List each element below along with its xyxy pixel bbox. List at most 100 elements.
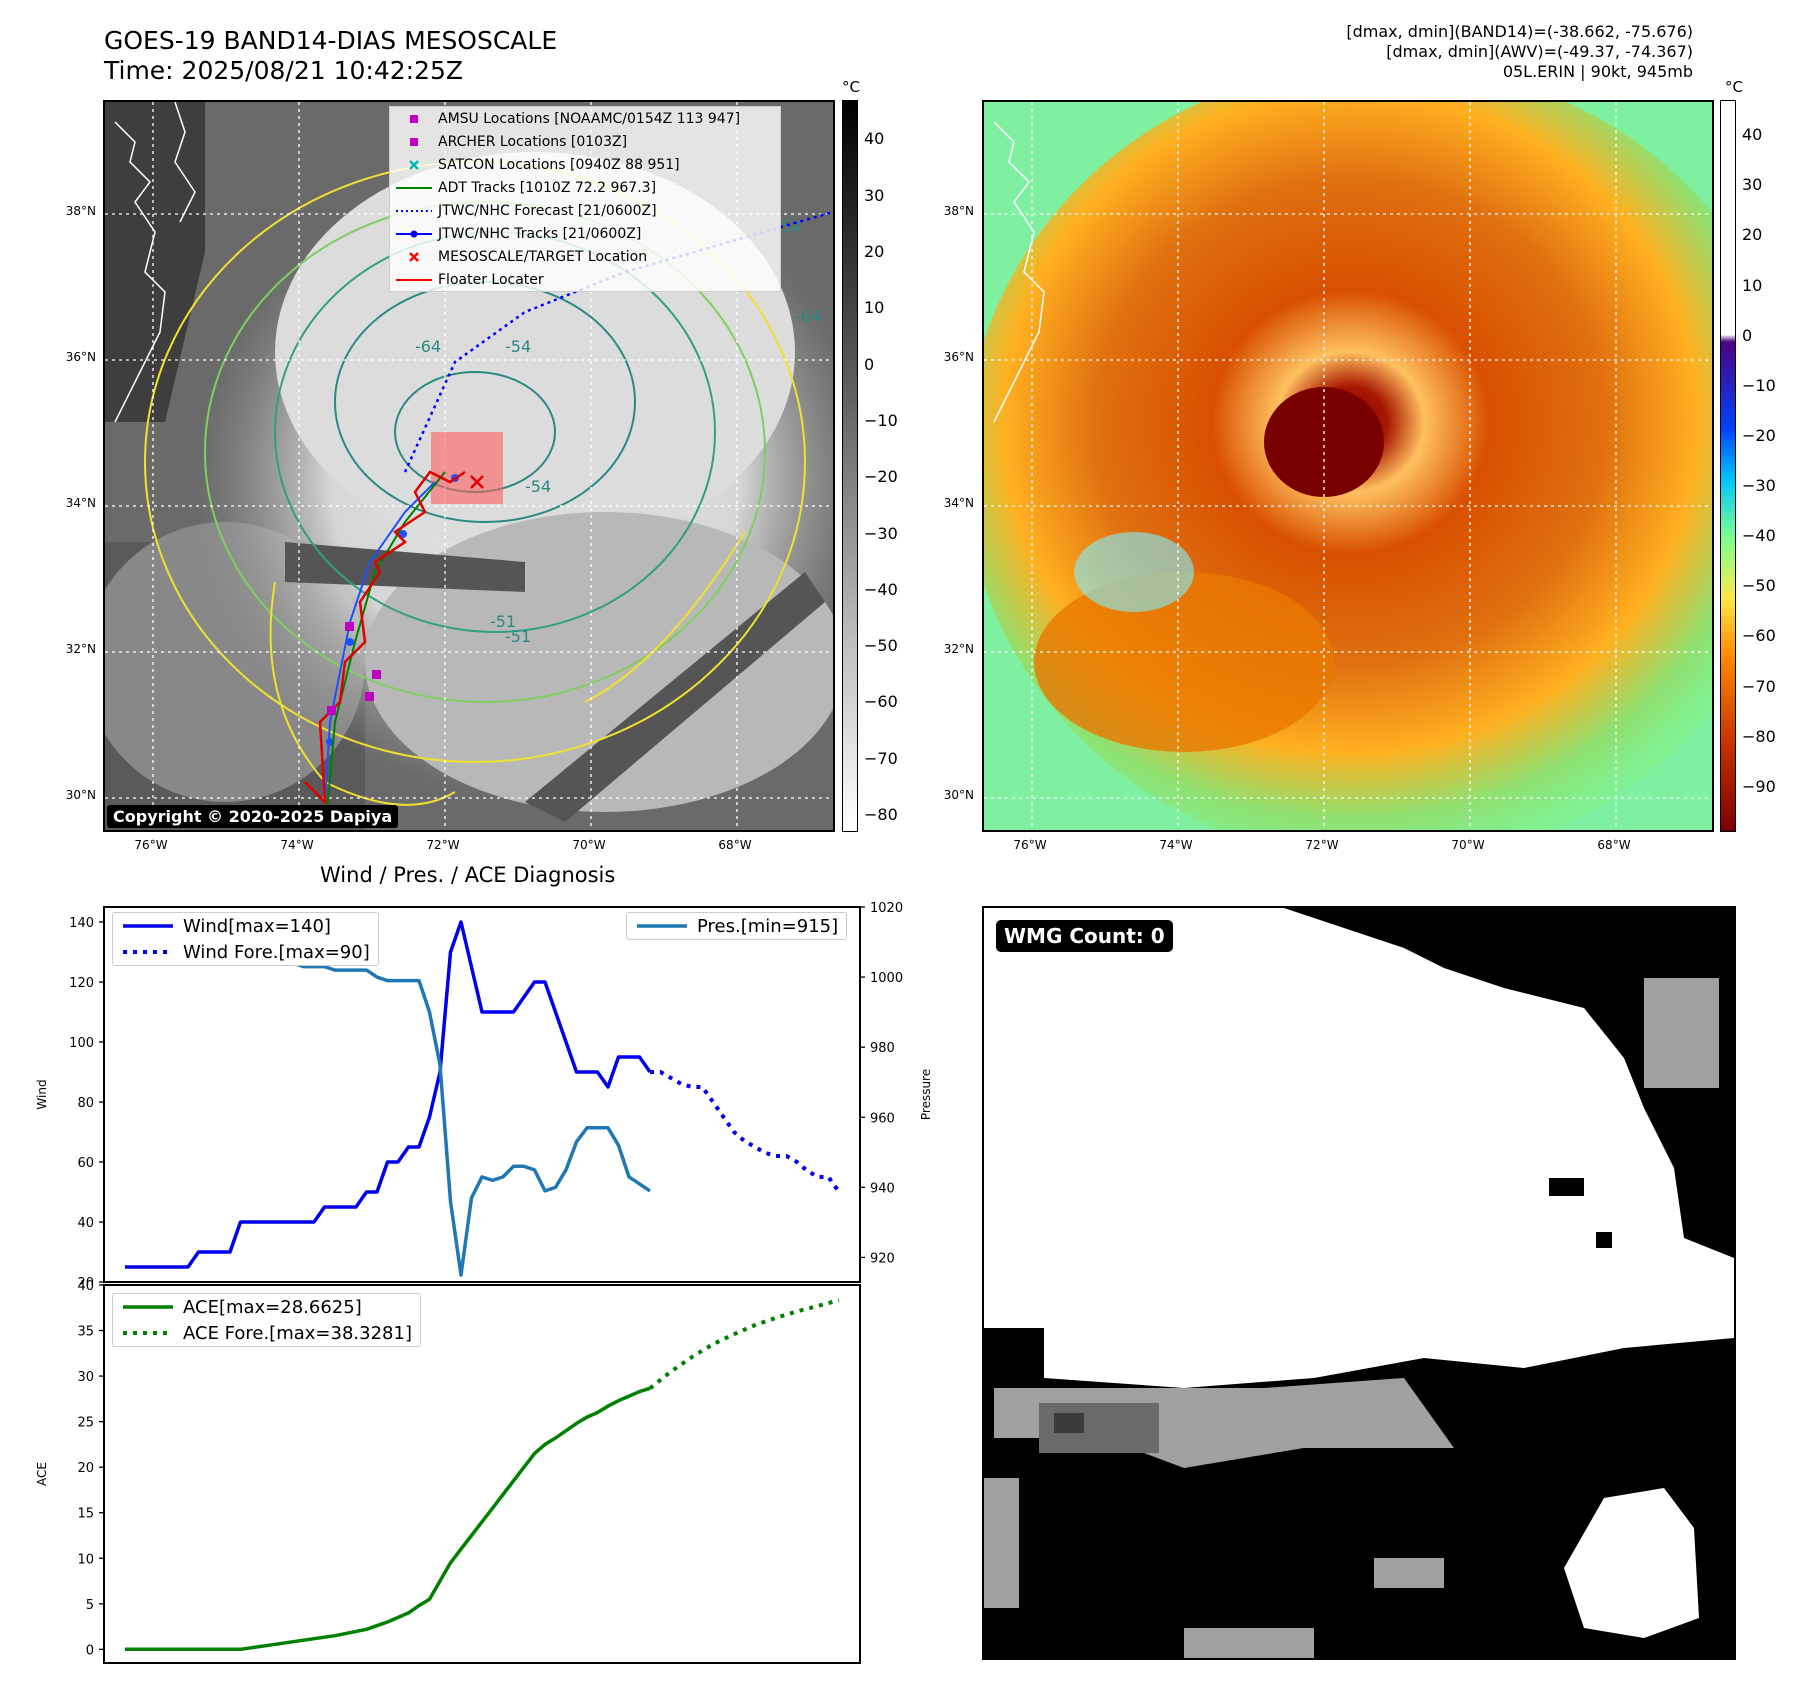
lon-label: 72°W — [426, 838, 460, 852]
contours — [144, 161, 806, 806]
y2-tick-label: 980 — [870, 1041, 895, 1056]
map-legend-item: SATCON Locations [0940Z 88 951] — [390, 153, 780, 176]
lat-label: 36°N — [65, 350, 96, 364]
colorbar-tick: −60 — [864, 692, 898, 712]
dmax-awv: [dmax, dmin](AWV)=(-49.37, -74.367) — [1386, 42, 1693, 61]
colorbar-tick: −50 — [864, 636, 898, 656]
lon-label: 70°W — [1451, 838, 1485, 852]
y-tick-label: 20 — [77, 1461, 94, 1476]
y-axis-label: ACE — [35, 1462, 49, 1486]
series-line — [125, 920, 652, 1269]
chart-legend-item: ACE Fore.[max=38.3281] — [113, 1320, 420, 1346]
legend-label: JTWC/NHC Forecast [21/0600Z] — [438, 202, 657, 219]
colorbar-tick: −70 — [864, 748, 898, 768]
lon-label: 68°W — [718, 838, 752, 852]
colorbar-tick: 20 — [864, 242, 885, 262]
map-legend-item: MESOSCALE/TARGET Location — [390, 245, 780, 268]
contour-label: -64 — [795, 307, 821, 326]
colorbar-tick: 30 — [1742, 175, 1763, 195]
series-line — [648, 1298, 840, 1390]
legend-label: Wind Fore.[max=90] — [183, 941, 370, 963]
colorbar-left — [842, 100, 858, 832]
lon-label: 76°W — [1013, 838, 1047, 852]
colorbar-tick: 30 — [864, 185, 885, 205]
contour-label: -54 — [505, 337, 531, 356]
wmg-panel: WMG Count: 0 — [982, 906, 1736, 1660]
lat-label: 38°N — [943, 204, 974, 218]
series-line — [125, 1386, 651, 1652]
colorbar-tick: −90 — [1742, 776, 1776, 796]
y-tick-label: 5 — [86, 1598, 94, 1613]
colorbar-tick: −10 — [1742, 375, 1776, 395]
amsu-archer-markers — [327, 622, 381, 715]
awv-imagery — [984, 102, 1712, 830]
map-legend-item: ARCHER Locations [0103Z] — [390, 130, 780, 153]
colorbar-tick: −30 — [864, 523, 898, 543]
colorbar-right — [1720, 100, 1736, 832]
lon-label: 74°W — [1159, 838, 1193, 852]
contour-label: -54 — [525, 477, 551, 496]
legend-label: ACE Fore.[max=38.3281] — [183, 1322, 412, 1344]
y-tick-label: 60 — [77, 1156, 94, 1171]
wind-legend: Wind[max=140] Wind Fore.[max=90] — [112, 912, 379, 966]
legend-label: ADT Tracks [1010Z 72.2 967.3] — [438, 179, 657, 196]
legend-symbol — [396, 205, 432, 217]
y-tick-label: 25 — [77, 1416, 94, 1431]
adt-track — [326, 471, 446, 813]
y-tick-label: 80 — [77, 1096, 94, 1111]
lon-label: 68°W — [1597, 838, 1631, 852]
colorbar-tick: −70 — [1742, 676, 1776, 696]
map-legend-item: JTWC/NHC Forecast [21/0600Z] — [390, 199, 780, 222]
colorbar-tick: −20 — [864, 467, 898, 487]
legend-label: MESOSCALE/TARGET Location — [438, 248, 648, 265]
target-x-marker — [470, 475, 484, 489]
colorbar-tick: −80 — [1742, 726, 1776, 746]
ace-legend: ACE[max=28.6625] ACE Fore.[max=38.3281] — [112, 1293, 421, 1347]
storm-info: 05L.ERIN | 90kt, 945mb — [1502, 62, 1693, 81]
y2-tick-label: 920 — [870, 1251, 895, 1266]
y-axis-label: Wind — [35, 1079, 49, 1109]
lat-label: 34°N — [65, 496, 96, 510]
nhc-track — [324, 481, 436, 803]
diagnosis-title: Wind / Pres. / ACE Diagnosis — [320, 863, 616, 887]
chart-title: GOES-19 BAND14-DIAS MESOSCALE — [104, 26, 558, 55]
y2-tick-label: 940 — [870, 1181, 895, 1196]
wmg-count-label: WMG Count: 0 — [996, 920, 1173, 952]
y2-tick-label: 1020 — [870, 901, 903, 916]
colorbar-tick: −20 — [1742, 425, 1776, 445]
lat-label: 36°N — [943, 350, 974, 364]
wmg-mask — [984, 908, 1734, 1658]
colorbar-tick: −40 — [864, 579, 898, 599]
lon-label: 74°W — [280, 838, 314, 852]
map-legend-item: Floater Locater — [390, 268, 780, 291]
colorbar-left-ticks: 40 30 20 10 0 −10 −20 −30 −40 −50 −60 −70 −80 — [864, 100, 924, 832]
lat-label: 38°N — [65, 204, 96, 218]
y-tick-label: 0 — [86, 1643, 94, 1658]
colorbar-right-unit: °C — [1725, 78, 1743, 96]
ir-map-panel: -54 -64 -54 -64 -54 -51 -51 AMSU Locations [N — [103, 100, 835, 832]
coastline — [114, 102, 196, 423]
legend-label: ARCHER Locations [0103Z] — [438, 133, 628, 150]
colorbar-tick: −60 — [1742, 626, 1776, 646]
map-grid-right — [984, 102, 1712, 830]
legend-symbol — [396, 136, 432, 148]
y-tick-label: 40 — [77, 1216, 94, 1231]
pressure-legend: Pres.[min=915] — [626, 912, 848, 940]
chart-legend-item: ACE[max=28.6625] — [113, 1294, 420, 1320]
colorbar-tick: 20 — [1742, 225, 1763, 245]
colorbar-tick: −50 — [1742, 576, 1776, 596]
y-tick-label: 30 — [77, 1370, 94, 1385]
legend-label: Pres.[min=915] — [697, 915, 839, 937]
legend-symbol — [396, 159, 432, 171]
ace-chart: 0 5 10 15 20 25 30 35 40 ACE — [35, 1279, 861, 1664]
series-line — [650, 1070, 841, 1194]
map-legend: AMSU Locations [NOAAMC/0154Z 113 947] ARC… — [389, 106, 781, 292]
y-tick-label: 100 — [69, 1036, 94, 1051]
y-tick-label: 20 — [77, 1276, 94, 1285]
lat-label: 34°N — [943, 496, 974, 510]
legend-symbol — [396, 251, 432, 263]
map-legend-item: AMSU Locations [NOAAMC/0154Z 113 947] — [390, 107, 780, 130]
mesoscale-box — [431, 432, 503, 504]
legend-label: SATCON Locations [0940Z 88 951] — [438, 156, 680, 173]
legend-label: AMSU Locations [NOAAMC/0154Z 113 947] — [438, 110, 741, 127]
